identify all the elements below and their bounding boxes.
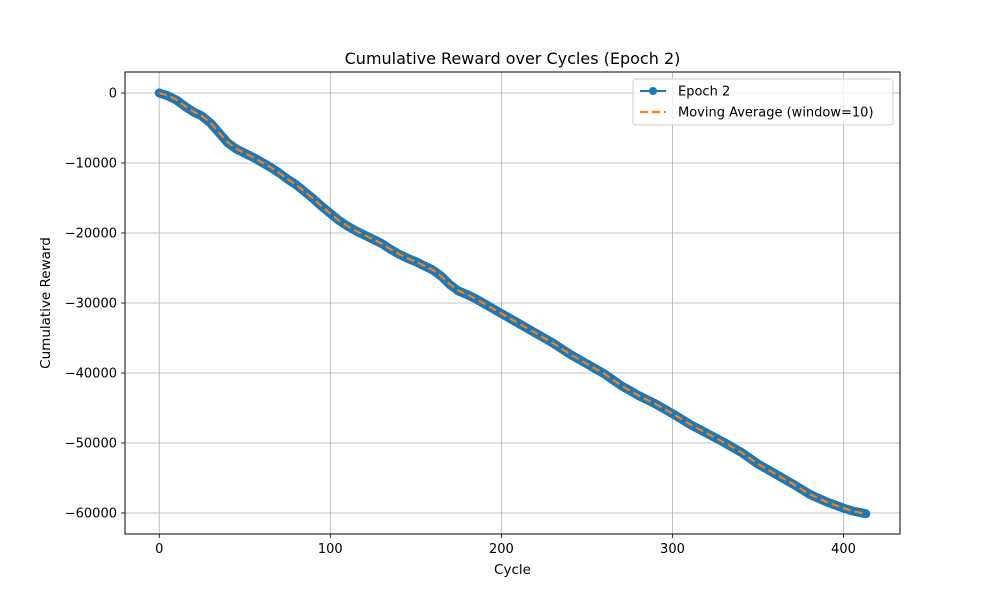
x-tick-label: 100 <box>318 542 343 557</box>
data-point-epoch-2 <box>411 257 421 266</box>
x-tick-label: 200 <box>489 542 514 557</box>
legend: Epoch 2 Moving Average (window=10) <box>632 78 894 126</box>
y-tick-label: −20000 <box>65 227 117 242</box>
x-tick-label: 300 <box>660 542 685 557</box>
legend-box <box>632 78 894 126</box>
y-tick-label: −30000 <box>65 297 117 312</box>
data-point-epoch-2 <box>360 230 369 240</box>
legend-label-epoch-2: Epoch 2 <box>678 85 730 100</box>
data-point-epoch-2 <box>240 149 249 158</box>
data-point-epoch-2 <box>368 235 378 244</box>
x-tick-label: 400 <box>831 542 856 557</box>
series-line-moving-average <box>158 91 867 515</box>
y-tick-label: 0 <box>109 87 117 102</box>
legend-label-moving-average: Moving Average (window=10) <box>678 106 874 121</box>
x-tick-label: 0 <box>155 542 163 557</box>
y-tick-label: −50000 <box>65 437 117 452</box>
chart-title: Cumulative Reward over Cycles (Epoch 2) <box>345 49 681 68</box>
x-axis-label: Cycle <box>494 562 531 578</box>
y-axis-label: Cumulative Reward <box>38 237 54 369</box>
axis-ticks: 0 100 200 300 400 0 −10000 −20000 −30000 −40000 −5… <box>65 87 856 558</box>
legend-marker-epoch-2 <box>649 87 657 95</box>
y-tick-label: −60000 <box>65 507 117 522</box>
data-point-epoch-2 <box>462 290 472 299</box>
y-tick-label: −10000 <box>65 157 117 172</box>
plot-area <box>154 88 871 519</box>
y-tick-label: −40000 <box>65 367 117 382</box>
data-point-epoch-2 <box>847 506 857 516</box>
data-point-epoch-2 <box>861 509 870 518</box>
grid-lines <box>125 72 900 534</box>
data-point-epoch-2 <box>163 91 172 101</box>
